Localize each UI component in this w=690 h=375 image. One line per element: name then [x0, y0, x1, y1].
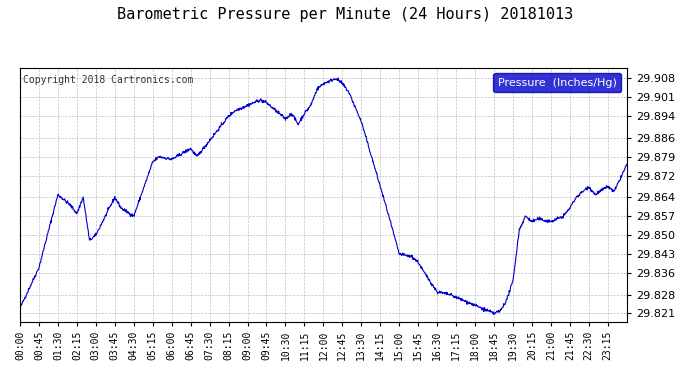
- Legend: Pressure  (Inches/Hg): Pressure (Inches/Hg): [493, 73, 621, 92]
- Text: Copyright 2018 Cartronics.com: Copyright 2018 Cartronics.com: [23, 75, 193, 85]
- Text: Barometric Pressure per Minute (24 Hours) 20181013: Barometric Pressure per Minute (24 Hours…: [117, 8, 573, 22]
